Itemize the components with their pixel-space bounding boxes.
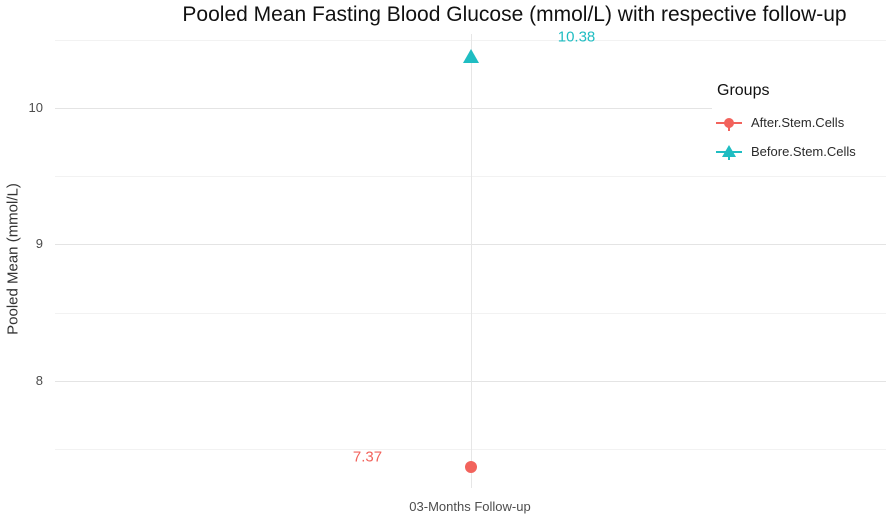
legend-key-after-stem-cells xyxy=(716,112,742,134)
legend-key-triangle-marker xyxy=(722,144,736,157)
y-tick-label: 10 xyxy=(28,99,43,115)
gridline-vertical xyxy=(470,34,472,488)
y-axis-title: Pooled Mean (mmol/L) xyxy=(4,183,22,335)
legend-items: After.Stem.Cells Before.Stem.Cells xyxy=(716,108,886,166)
value-label-after-stem-cells: 7.37 xyxy=(352,448,383,466)
chart-title: Pooled Mean Fasting Blood Glucose (mmol/… xyxy=(182,3,847,26)
legend: Groups After.Stem.Cells Before.Stem.Cells xyxy=(712,76,886,172)
legend-item-label: Before.Stem.Cells xyxy=(751,144,856,159)
y-tick-label: 8 xyxy=(35,372,43,388)
value-label-before-stem-cells: 10.38 xyxy=(557,28,596,46)
legend-key-circle-marker xyxy=(724,117,734,128)
legend-item-after-stem-cells: After.Stem.Cells xyxy=(716,108,886,137)
x-tick-label: 03-Months Follow-up xyxy=(409,499,531,514)
legend-title: Groups xyxy=(717,82,770,99)
legend-key-before-stem-cells xyxy=(716,141,742,163)
legend-item-label: After.Stem.Cells xyxy=(751,115,845,130)
y-tick-label: 9 xyxy=(35,236,43,252)
legend-item-before-stem-cells: Before.Stem.Cells xyxy=(716,137,886,166)
data-point-after-stem-cells xyxy=(464,460,477,473)
data-point-before-stem-cells xyxy=(462,49,479,64)
